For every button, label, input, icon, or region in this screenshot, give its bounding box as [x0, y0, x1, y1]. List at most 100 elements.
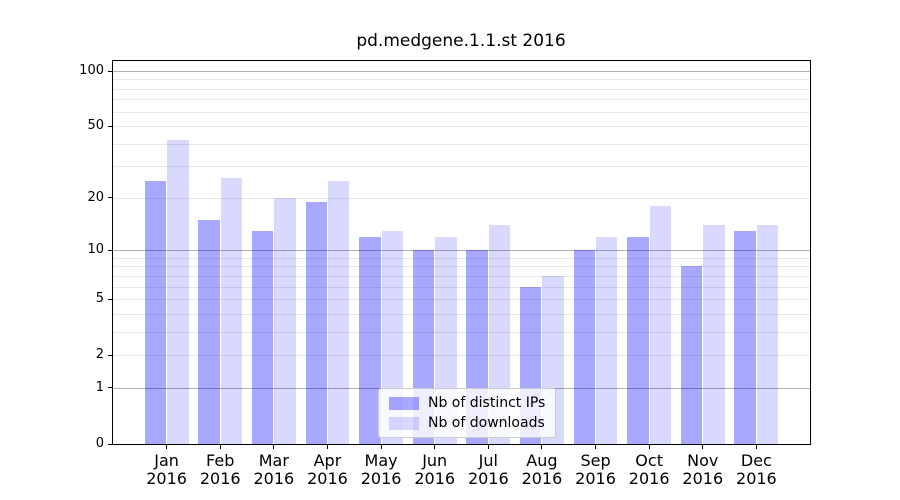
x-tick-mark	[434, 445, 436, 449]
x-tick-mark	[219, 445, 221, 449]
legend-swatch-distinct-ips	[389, 396, 419, 410]
bar-downloads	[274, 197, 296, 444]
minor-gridline	[113, 257, 810, 259]
legend-item-distinct-ips: Nb of distinct IPs	[389, 395, 545, 411]
x-tick-year: 2016	[575, 469, 616, 488]
x-tick-label: Dec 2016	[728, 452, 784, 488]
legend-label-distinct-ips: Nb of distinct IPs	[428, 395, 546, 411]
x-tick-year: 2016	[253, 469, 295, 488]
chart-title: pd.medgene.1.1.st 2016	[356, 31, 566, 51]
x-tick-month: Aug	[526, 451, 558, 470]
x-tick-month: Apr	[313, 451, 342, 470]
y-tick-label: 2	[95, 347, 104, 363]
bar-downloads	[167, 140, 189, 444]
bar-downloads	[756, 225, 779, 444]
y-tick-label: 0	[95, 436, 104, 451]
minor-gridline	[113, 143, 810, 145]
legend-swatch-downloads	[389, 416, 419, 430]
y-tick-mark	[108, 387, 112, 389]
x-tick-month: Jan	[154, 451, 179, 470]
y-tick-mark	[108, 197, 112, 199]
x-tick-year: 2016	[199, 469, 241, 488]
bar-downloads	[327, 180, 350, 444]
bar-distinct-ips	[198, 219, 220, 444]
x-tick-month: Sep	[580, 451, 611, 470]
y-tick-mark	[108, 70, 112, 72]
x-tick-mark	[648, 445, 650, 449]
y-tick-mark	[108, 249, 112, 251]
x-tick-month: Oct	[635, 451, 663, 470]
y-tick-mark	[108, 125, 112, 127]
bar-distinct-ips	[680, 266, 703, 444]
minor-gridline	[113, 111, 810, 113]
minor-gridline	[113, 197, 810, 199]
x-tick-label: May 2016	[353, 452, 409, 488]
x-tick-year: 2016	[467, 469, 509, 488]
x-tick-year: 2016	[414, 469, 456, 488]
bar-downloads	[596, 236, 618, 444]
bar-distinct-ips	[627, 236, 649, 444]
x-tick-label: Jan 2016	[139, 452, 195, 488]
minor-gridline	[113, 79, 810, 81]
x-tick-label: Nov 2016	[675, 452, 731, 488]
x-tick-mark	[541, 445, 543, 449]
x-tick-month: Jun	[422, 451, 448, 470]
bar-downloads	[649, 206, 672, 444]
minor-gridline	[113, 286, 810, 288]
minor-gridline	[113, 88, 810, 90]
bar-downloads	[220, 177, 243, 444]
x-tick-label: Oct 2016	[621, 452, 677, 488]
x-tick-label: Jun 2016	[407, 452, 463, 488]
legend-item-downloads: Nb of downloads	[389, 415, 545, 431]
major-gridline	[113, 71, 810, 72]
x-tick-mark	[702, 445, 704, 449]
y-tick-label: 20	[87, 189, 104, 205]
x-tick-year: 2016	[360, 469, 402, 488]
x-tick-mark	[487, 445, 489, 449]
minor-gridline	[113, 331, 810, 333]
x-tick-month: Mar	[258, 451, 289, 470]
bar-distinct-ips	[359, 236, 381, 444]
x-tick-year: 2016	[736, 469, 777, 488]
x-tick-label: Mar 2016	[246, 452, 302, 488]
minor-gridline	[113, 313, 810, 315]
y-tick-mark	[108, 443, 112, 445]
y-tick-label: 100	[79, 63, 104, 78]
legend: Nb of distinct IPs Nb of downloads	[378, 388, 557, 438]
minor-gridline	[113, 99, 810, 101]
x-tick-year: 2016	[521, 469, 563, 488]
x-tick-month: Nov	[687, 451, 719, 470]
minor-gridline	[113, 166, 810, 168]
x-tick-mark	[273, 445, 275, 449]
minor-gridline	[113, 275, 810, 277]
x-tick-label: Jul 2016	[460, 452, 516, 488]
x-tick-month: Dec	[740, 451, 772, 470]
x-tick-mark	[380, 445, 382, 449]
minor-gridline	[113, 266, 810, 268]
bar-distinct-ips	[251, 230, 274, 444]
x-tick-mark	[755, 445, 757, 449]
bar-distinct-ips	[305, 201, 327, 444]
minor-gridline	[113, 299, 810, 301]
x-tick-month: May	[364, 451, 398, 470]
x-tick-year: 2016	[146, 469, 187, 488]
x-tick-mark	[166, 445, 168, 449]
y-tick-label: 50	[87, 118, 104, 134]
x-tick-label: Aug 2016	[514, 452, 570, 488]
bar-distinct-ips	[144, 180, 167, 444]
y-tick-label: 10	[87, 242, 104, 258]
minor-gridline	[113, 355, 810, 357]
x-tick-label: Apr 2016	[299, 452, 355, 488]
x-tick-month: Feb	[206, 451, 235, 470]
major-gridline	[113, 250, 810, 252]
minor-gridline	[113, 126, 810, 128]
x-tick-mark	[595, 445, 597, 449]
legend-label-downloads: Nb of downloads	[428, 415, 545, 431]
x-tick-label: Sep 2016	[568, 452, 624, 488]
x-tick-year: 2016	[628, 469, 670, 488]
y-tick-mark	[108, 354, 112, 356]
y-tick-label: 5	[95, 291, 104, 307]
y-tick-mark	[108, 298, 112, 300]
y-tick-label: 1	[95, 379, 104, 395]
